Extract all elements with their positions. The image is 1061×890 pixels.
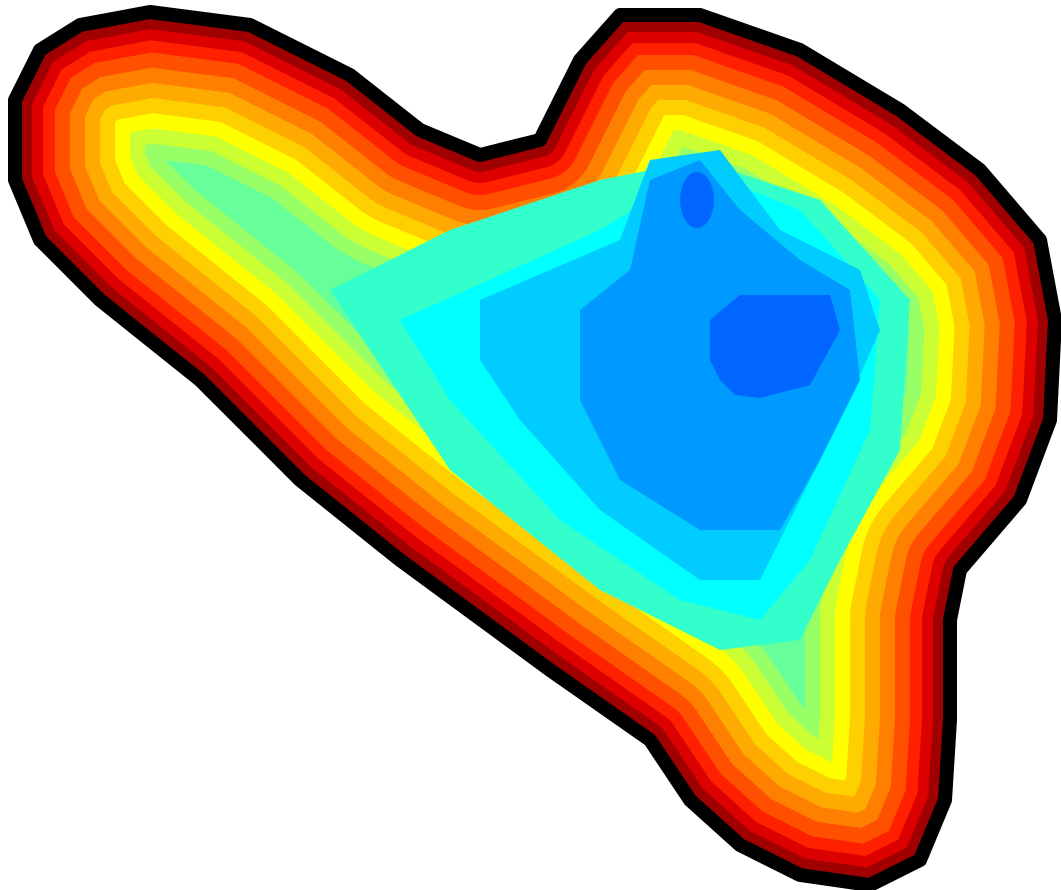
deep-spot [680,172,714,228]
deep-spot [710,295,840,398]
